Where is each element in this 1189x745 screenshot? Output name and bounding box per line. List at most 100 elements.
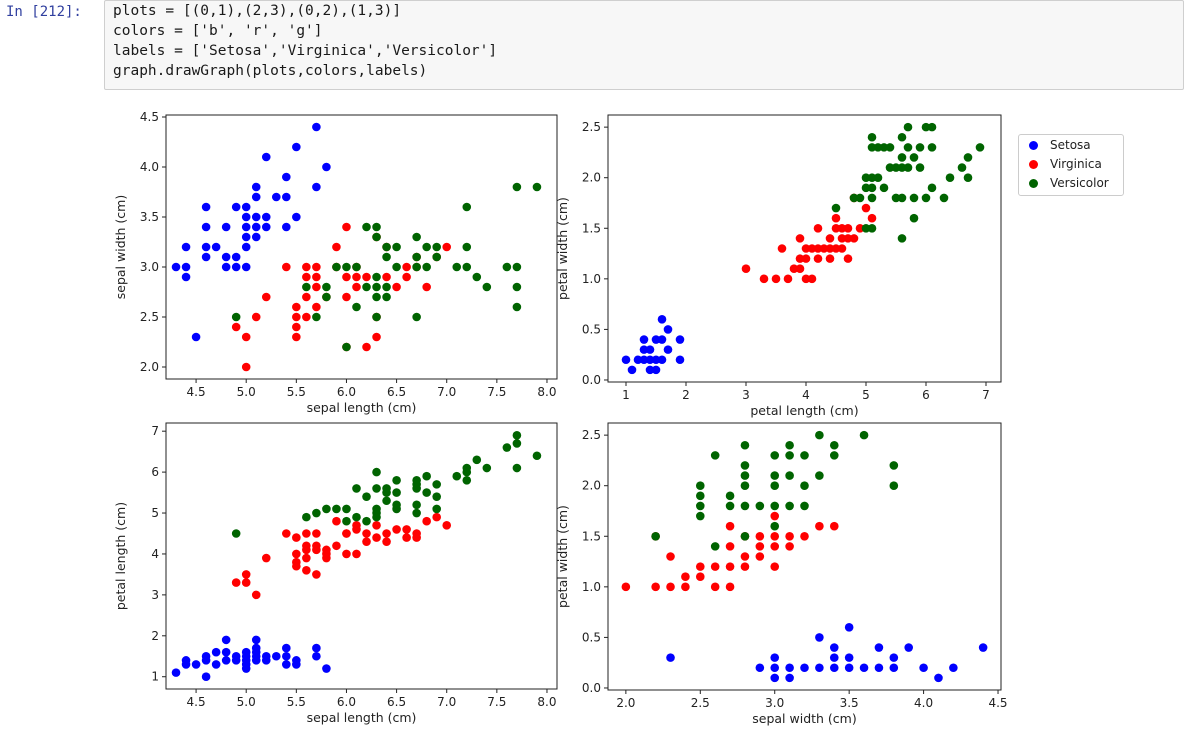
point-setosa	[282, 660, 291, 669]
point-virginica	[261, 292, 271, 302]
point-versicolor	[332, 504, 341, 514]
point-setosa	[251, 643, 261, 653]
point-versicolor	[770, 521, 780, 531]
point-setosa	[675, 335, 685, 344]
point-virginica	[807, 274, 817, 284]
point-virginica	[770, 542, 780, 551]
point-versicolor	[432, 492, 441, 501]
point-versicolor	[770, 471, 780, 480]
y-tick-label: 7	[151, 424, 159, 438]
point-virginica	[843, 223, 853, 233]
point-setosa	[201, 242, 211, 252]
y-tick-label: 1	[151, 670, 159, 684]
point-versicolor	[927, 143, 937, 152]
legend-label-virginica: Virginica	[1050, 157, 1102, 171]
point-virginica	[795, 234, 805, 243]
code-cell-input[interactable]: plots = [(0,1),(2,3),(0,2),(1,3)] colors…	[104, 0, 1184, 90]
point-setosa	[271, 651, 281, 661]
point-versicolor	[879, 183, 889, 193]
point-versicolor	[412, 262, 421, 272]
y-tick-label: 1.0	[582, 272, 601, 286]
point-versicolor	[740, 481, 750, 491]
point-versicolor	[831, 203, 841, 213]
point-versicolor	[897, 163, 907, 172]
point-virginica	[725, 562, 735, 571]
point-virginica	[843, 234, 853, 243]
point-virginica	[292, 332, 301, 342]
point-virginica	[402, 533, 411, 542]
point-setosa	[292, 142, 301, 152]
y-tick-label: 2.5	[582, 428, 601, 442]
point-versicolor	[372, 282, 381, 292]
point-setosa	[755, 663, 765, 673]
point-virginica	[849, 234, 859, 243]
x-tick-label: 4	[802, 388, 810, 402]
point-setosa	[221, 656, 231, 665]
x-tick-label: 4.5	[988, 696, 1007, 710]
point-versicolor	[861, 183, 871, 193]
point-setosa	[844, 653, 854, 662]
point-versicolor	[800, 501, 809, 511]
point-versicolor	[915, 143, 925, 152]
point-versicolor	[382, 292, 391, 302]
point-versicolor	[770, 501, 780, 511]
point-versicolor	[891, 163, 901, 172]
x-tick-label: 7.5	[487, 385, 506, 399]
x-tick-label: 2.5	[691, 696, 710, 710]
point-setosa	[211, 647, 221, 657]
point-virginica	[755, 531, 765, 541]
point-versicolor	[710, 542, 720, 551]
point-versicolor	[867, 143, 877, 152]
point-versicolor	[695, 501, 705, 511]
plot-frame	[165, 114, 558, 380]
point-virginica	[362, 537, 371, 546]
point-versicolor	[885, 143, 895, 152]
point-versicolor	[432, 252, 441, 262]
point-versicolor	[422, 488, 431, 497]
point-versicolor	[740, 461, 750, 470]
point-setosa	[261, 212, 271, 222]
point-setosa	[231, 651, 241, 661]
point-versicolor	[867, 223, 877, 233]
point-versicolor	[332, 262, 341, 272]
legend-item-virginica: Virginica	[1029, 157, 1102, 175]
x-tick-label: 5.5	[287, 695, 306, 709]
point-virginica	[801, 254, 811, 263]
point-setosa	[312, 122, 321, 132]
point-virginica	[740, 562, 750, 571]
point-virginica	[241, 362, 251, 372]
point-setosa	[919, 663, 928, 673]
y-axis-label: petal width (cm)	[555, 197, 570, 300]
point-versicolor	[867, 183, 877, 193]
point-virginica	[442, 242, 452, 252]
point-virginica	[789, 264, 799, 274]
point-virginica	[362, 342, 371, 352]
point-virginica	[342, 529, 351, 538]
point-setosa	[251, 182, 261, 192]
point-versicolor	[897, 132, 907, 142]
point-versicolor	[432, 504, 441, 514]
y-tick-label: 3.0	[140, 260, 159, 274]
point-setosa	[201, 222, 211, 232]
point-virginica	[241, 578, 251, 587]
x-tick-label: 8.0	[537, 385, 556, 399]
x-axis-label: sepal length (cm)	[307, 400, 417, 415]
point-virginica	[681, 572, 690, 582]
point-versicolor	[921, 122, 931, 132]
x-tick-label: 7	[982, 388, 990, 402]
point-versicolor	[695, 491, 705, 501]
point-versicolor	[861, 223, 871, 233]
point-setosa	[829, 643, 839, 652]
point-virginica	[292, 322, 301, 332]
x-tick-label: 4.5	[187, 385, 206, 399]
legend-marker-virginica	[1029, 160, 1038, 169]
point-virginica	[382, 272, 391, 282]
x-tick-label: 1	[622, 388, 630, 402]
x-axis-label: petal length (cm)	[750, 403, 858, 418]
point-virginica	[813, 244, 823, 253]
point-versicolor	[422, 262, 431, 272]
point-versicolor	[879, 143, 889, 152]
y-tick-label: 2.5	[582, 120, 601, 134]
point-virginica	[312, 570, 321, 579]
point-virginica	[725, 582, 735, 592]
